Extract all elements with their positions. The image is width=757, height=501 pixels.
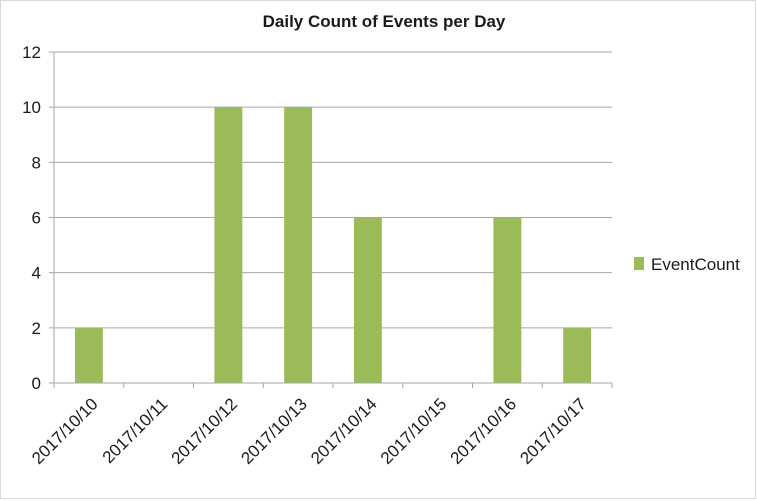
bars bbox=[74, 107, 592, 384]
x-tick-label: 2017/10/17 bbox=[516, 394, 590, 468]
x-tick-label: 2017/10/16 bbox=[447, 394, 521, 468]
y-tick-label: 12 bbox=[22, 43, 41, 62]
y-tick-label: 2 bbox=[32, 319, 41, 338]
legend: EventCount bbox=[634, 255, 740, 274]
chart-title: Daily Count of Events per Day bbox=[263, 12, 506, 31]
x-tick-label: 2017/10/11 bbox=[99, 394, 172, 467]
y-tick-label: 10 bbox=[22, 98, 41, 117]
x-tick-label: 2017/10/12 bbox=[168, 394, 242, 468]
bar-2017-10-16 bbox=[493, 217, 522, 383]
x-axis-tick-labels: 2017/10/102017/10/112017/10/122017/10/13… bbox=[28, 394, 590, 468]
bar-2017-10-10 bbox=[74, 327, 103, 383]
x-tick-label: 2017/10/14 bbox=[307, 394, 381, 468]
x-tick-label: 2017/10/13 bbox=[237, 394, 311, 468]
legend-label-eventcount: EventCount bbox=[651, 255, 740, 274]
y-tick-label: 8 bbox=[32, 153, 41, 172]
y-tick-label: 4 bbox=[32, 264, 41, 283]
x-tick-label: 2017/10/15 bbox=[377, 394, 451, 468]
bar-2017-10-13 bbox=[284, 107, 313, 384]
legend-swatch-eventcount bbox=[634, 257, 644, 270]
bar-2017-10-14 bbox=[353, 217, 382, 383]
y-tick-label: 6 bbox=[32, 209, 41, 228]
gridlines bbox=[54, 51, 612, 329]
axes bbox=[49, 51, 613, 388]
bar-2017-10-12 bbox=[214, 107, 243, 384]
y-tick-label: 0 bbox=[32, 374, 41, 393]
bar-2017-10-17 bbox=[563, 327, 592, 383]
y-axis-tick-labels: 0 2 4 6 8 10 12 bbox=[22, 43, 41, 393]
x-tick-label: 2017/10/10 bbox=[28, 394, 102, 468]
